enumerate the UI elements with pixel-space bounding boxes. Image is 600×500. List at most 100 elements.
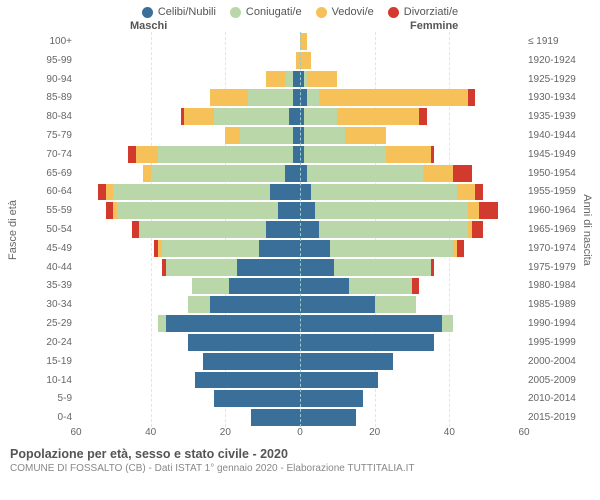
bar-segment xyxy=(307,89,318,106)
bar-segment xyxy=(457,240,464,257)
age-tick: 50-54 xyxy=(20,220,72,239)
legend-item: Coniugati/e xyxy=(230,6,302,18)
bar-segment xyxy=(203,353,300,370)
bar-segment xyxy=(453,165,472,182)
bar-segment xyxy=(229,278,300,295)
bar-segment xyxy=(330,240,453,257)
legend-label: Vedovi/e xyxy=(332,6,374,18)
birth-tick: 1955-1959 xyxy=(528,183,580,202)
bar-segment xyxy=(304,146,386,163)
bar-segment xyxy=(195,372,300,389)
bar-segment xyxy=(349,278,412,295)
bar-segment xyxy=(237,259,300,276)
age-tick: 25-29 xyxy=(20,314,72,333)
age-tick: 100+ xyxy=(20,32,72,51)
age-tick: 75-79 xyxy=(20,126,72,145)
bar-segment xyxy=(151,165,285,182)
bar-segment xyxy=(188,334,300,351)
bar-segment xyxy=(293,71,300,88)
age-tick: 70-74 xyxy=(20,145,72,164)
male-header: Maschi xyxy=(0,20,320,32)
bar-segment xyxy=(285,71,292,88)
bar-segment xyxy=(225,127,240,144)
legend-label: Divorziati/e xyxy=(404,6,458,18)
bar-segment xyxy=(300,259,334,276)
bar-segment xyxy=(300,334,434,351)
bar-segment xyxy=(166,259,237,276)
bar-segment xyxy=(304,108,338,125)
bar-row-male xyxy=(76,201,300,220)
bar-row-male xyxy=(76,32,300,51)
bar-row-female xyxy=(300,239,524,258)
legend-label: Celibi/Nubili xyxy=(158,6,216,18)
bar-row-female xyxy=(300,51,524,70)
bar-row-male xyxy=(76,70,300,89)
plot xyxy=(76,32,524,427)
age-tick: 90-94 xyxy=(20,70,72,89)
birth-tick: 1975-1979 xyxy=(528,258,580,277)
birth-tick: ≤ 1919 xyxy=(528,32,580,51)
bar-row-female xyxy=(300,70,524,89)
bar-segment xyxy=(334,259,431,276)
age-tick: 15-19 xyxy=(20,352,72,371)
bar-row-female xyxy=(300,295,524,314)
bar-segment xyxy=(289,108,300,125)
x-tick: 60 xyxy=(70,427,81,438)
birth-tick: 2010-2014 xyxy=(528,389,580,408)
bar-segment xyxy=(300,202,315,219)
bar-row-female xyxy=(300,258,524,277)
bar-segment xyxy=(300,165,307,182)
bar-segment xyxy=(259,240,300,257)
legend-swatch xyxy=(142,7,153,18)
birth-tick: 1945-1949 xyxy=(528,145,580,164)
bar-segment xyxy=(158,315,165,332)
birth-tick: 2015-2019 xyxy=(528,408,580,427)
bar-segment xyxy=(300,184,311,201)
bar-segment xyxy=(315,202,468,219)
bar-row-male xyxy=(76,183,300,202)
age-ticks: 100+95-9990-9485-8980-8475-7970-7465-696… xyxy=(20,32,76,427)
bar-row-male xyxy=(76,314,300,333)
bar-segment xyxy=(251,409,300,426)
bar-segment xyxy=(188,296,210,313)
birth-tick: 2005-2009 xyxy=(528,371,580,390)
bar-segment xyxy=(300,240,330,257)
bar-row-male xyxy=(76,295,300,314)
centerline xyxy=(300,32,301,427)
age-tick: 40-44 xyxy=(20,258,72,277)
x-tick: 20 xyxy=(220,427,231,438)
bar-segment xyxy=(431,259,435,276)
bar-row-female xyxy=(300,389,524,408)
bar-segment xyxy=(307,71,337,88)
bar-segment xyxy=(300,221,319,238)
bar-segment xyxy=(300,315,442,332)
age-tick: 65-69 xyxy=(20,164,72,183)
bar-segment xyxy=(266,71,285,88)
bar-segment xyxy=(136,146,158,163)
bar-segment xyxy=(386,146,431,163)
bar-segment xyxy=(475,184,482,201)
bar-row-male xyxy=(76,352,300,371)
bar-segment xyxy=(248,89,293,106)
bar-segment xyxy=(300,372,378,389)
bar-segment xyxy=(319,221,468,238)
bar-segment xyxy=(300,390,363,407)
bar-row-male xyxy=(76,333,300,352)
bar-segment xyxy=(184,108,214,125)
bar-segment xyxy=(98,184,105,201)
bar-segment xyxy=(192,278,229,295)
yaxis-left-label: Fasce di età xyxy=(6,32,20,427)
bar-segment xyxy=(300,89,307,106)
bar-row-female xyxy=(300,107,524,126)
bar-row-male xyxy=(76,51,300,70)
legend-item: Celibi/Nubili xyxy=(142,6,216,18)
chart-area: Fasce di età 100+95-9990-9485-8980-8475-… xyxy=(0,32,600,427)
legend-label: Coniugati/e xyxy=(246,6,302,18)
x-axis: 6040200 204060 xyxy=(0,427,600,441)
bar-row-female xyxy=(300,32,524,51)
bar-segment xyxy=(479,202,498,219)
legend-swatch xyxy=(230,7,241,18)
bar-segment xyxy=(300,278,349,295)
bar-segment xyxy=(210,89,247,106)
age-tick: 0-4 xyxy=(20,408,72,427)
